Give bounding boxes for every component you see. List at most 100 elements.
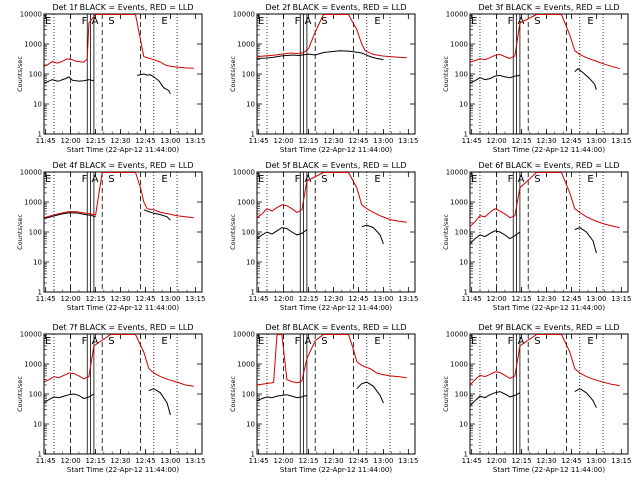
x-tick-label: 13:15 [611,457,631,465]
y-axis-label: Counts/sec [229,56,237,92]
series-line-lld [43,334,194,387]
flag-label: E [471,336,477,347]
y-tick-label: 100 [29,391,42,399]
y-axis-label: Counts/sec [442,214,450,250]
y-tick-label: 10000 [20,331,42,339]
x-tick-label: 13:00 [160,137,180,145]
flag-label: E [45,16,51,27]
flag-label: A [518,174,525,185]
flag-label: E [471,174,477,185]
flag-label: A [305,16,312,27]
y-tick-label: 10 [33,421,42,429]
panel-title: Det 1f BLACK = Events, RED = LLD [52,3,193,12]
x-tick-label: 11:45 [36,457,56,465]
y-tick-label: 1000 [24,41,42,49]
y-tick-label: 10000 [233,331,255,339]
x-axis-label: Start Time (22-Apr-12 11:44:00) [280,466,392,474]
panel-title: Det 7f BLACK = Events, RED = LLD [52,323,193,332]
series-line-lld [256,14,407,59]
series-line-lld [469,334,620,387]
y-tick-label: 1000 [237,361,255,369]
flag-label: F [295,174,301,185]
flag-label: E [258,174,264,185]
flag-label: E [471,16,477,27]
flag-label: S [321,174,327,185]
flag-label: E [374,174,380,185]
x-tick-label: 12:15 [298,137,318,145]
y-tick-label: 1 [251,451,255,459]
series-line-lld [43,14,194,69]
flag-label: S [108,174,114,185]
flag-label: S [321,336,327,347]
y-tick-label: 100 [29,71,42,79]
flag-label: F [82,174,88,185]
x-tick-label: 12:45 [348,295,368,303]
flag-label: A [305,336,312,347]
plot-frame [43,333,203,455]
y-tick-label: 100 [455,391,468,399]
x-tick-label: 12:45 [561,295,581,303]
y-tick-label: 10000 [20,11,42,19]
y-tick-label: 10 [33,101,42,109]
y-tick-label: 1000 [450,361,468,369]
x-axis-label: Start Time (22-Apr-12 11:44:00) [280,304,392,312]
x-tick-label: 13:00 [373,457,393,465]
series-line-lld [469,14,620,70]
x-tick-label: 13:00 [373,295,393,303]
x-tick-label: 12:45 [135,137,155,145]
flag-label: E [161,16,167,27]
y-tick-label: 1 [464,131,468,139]
x-tick-label: 11:45 [462,457,482,465]
series-line-events [256,50,384,61]
series-line-events [43,388,171,416]
x-tick-label: 12:30 [536,457,556,465]
x-tick-label: 12:45 [135,457,155,465]
y-tick-label: 10 [246,101,255,109]
flag-label: F [508,174,514,185]
series-line-events [256,224,384,245]
x-tick-label: 11:45 [36,295,56,303]
x-tick-label: 12:45 [348,457,368,465]
flag-label: F [295,336,301,347]
panel-title: Det 8f BLACK = Events, RED = LLD [265,323,406,332]
x-tick-label: 13:15 [185,457,205,465]
x-tick-label: 12:00 [274,137,294,145]
x-tick-label: 12:45 [561,457,581,465]
plot-frame [256,333,416,455]
flag-label: A [518,16,525,27]
y-tick-label: 10000 [446,169,468,177]
x-axis-label: Start Time (22-Apr-12 11:44:00) [67,466,179,474]
panel-title: Det 2f BLACK = Events, RED = LLD [265,3,406,12]
y-tick-label: 10 [33,259,42,267]
y-tick-label: 1 [38,451,42,459]
flag-label: F [295,16,301,27]
x-tick-label: 12:30 [323,295,343,303]
x-tick-label: 11:45 [36,137,56,145]
y-axis-label: Counts/sec [442,376,450,412]
x-tick-label: 12:15 [85,137,105,145]
x-tick-label: 12:30 [323,137,343,145]
y-tick-label: 1 [38,289,42,297]
flag-label: A [92,174,99,185]
x-tick-label: 12:00 [61,457,81,465]
x-tick-label: 13:00 [373,137,393,145]
flag-label: S [534,336,540,347]
x-tick-label: 13:15 [398,295,418,303]
x-tick-label: 12:15 [298,295,318,303]
x-tick-label: 13:00 [586,137,606,145]
y-tick-label: 10 [459,101,468,109]
flag-label: F [508,16,514,27]
y-tick-label: 10000 [233,169,255,177]
series-line-events [43,73,171,94]
plot-frame [256,171,416,293]
x-tick-label: 11:45 [249,295,269,303]
x-tick-label: 12:00 [274,295,294,303]
y-axis-label: Counts/sec [16,56,24,92]
x-tick-label: 12:45 [135,295,155,303]
